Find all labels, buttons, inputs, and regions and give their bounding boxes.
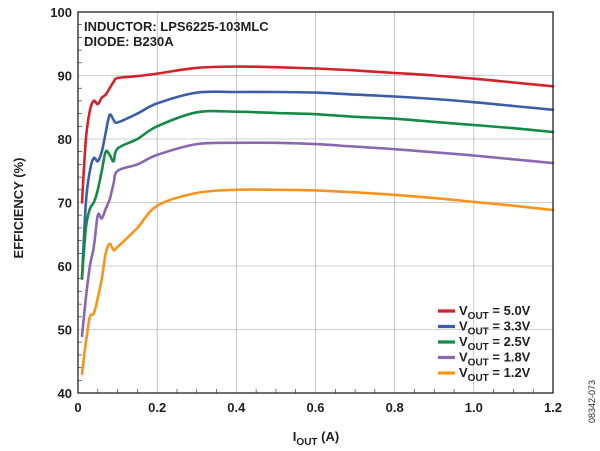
x-tick-label: 0 xyxy=(74,400,81,415)
legend-label-2: VOUT = 2.5V xyxy=(459,334,531,353)
y-tick-label: 80 xyxy=(58,132,72,147)
series-line-3 xyxy=(80,141,555,338)
plot-frame xyxy=(77,11,554,394)
x-axis-title: IOUT (A) xyxy=(293,429,339,448)
series-line-0 xyxy=(80,65,555,204)
x-tick-label: 0.6 xyxy=(306,400,324,415)
y-tick-label: 90 xyxy=(58,69,72,84)
y-tick-label: 70 xyxy=(58,196,72,211)
x-tick-label: 1.0 xyxy=(465,400,483,415)
x-tick-label: 1.2 xyxy=(544,400,562,415)
series-line-4 xyxy=(80,188,555,376)
figure-number: 08342-073 xyxy=(587,380,597,423)
series-line-1 xyxy=(80,90,555,280)
legend-label-3: VOUT = 1.8V xyxy=(459,350,531,369)
annotation-diode: DIODE: B230A xyxy=(84,34,174,49)
y-tick-label: 60 xyxy=(58,259,72,274)
y-tick-label: 50 xyxy=(58,323,72,338)
legend-label-0: VOUT = 5.0V xyxy=(459,303,531,322)
y-tick-labels: 40 50 60 70 80 90 100 xyxy=(50,5,72,401)
x-tick-label: 0.2 xyxy=(148,400,166,415)
y-tick-label: 40 xyxy=(58,386,72,401)
x-tick-label: 0.8 xyxy=(386,400,404,415)
annotation-inductor: INDUCTOR: LPS6225-103MLC xyxy=(84,19,269,34)
y-axis-title: EFFICIENCY (%) xyxy=(11,158,26,259)
series-line-2 xyxy=(80,109,555,280)
annotation-box: INDUCTOR: LPS6225-103MLC DIODE: B230A xyxy=(84,19,269,49)
x-tick-label: 0.4 xyxy=(227,400,246,415)
series-curves xyxy=(80,65,555,376)
y-tick-label: 100 xyxy=(50,5,72,20)
legend-label-1: VOUT = 3.3V xyxy=(459,319,531,338)
legend-label-4: VOUT = 1.2V xyxy=(459,365,531,384)
x-tick-labels: 0 0.2 0.4 0.6 0.8 1.0 1.2 xyxy=(74,400,562,415)
